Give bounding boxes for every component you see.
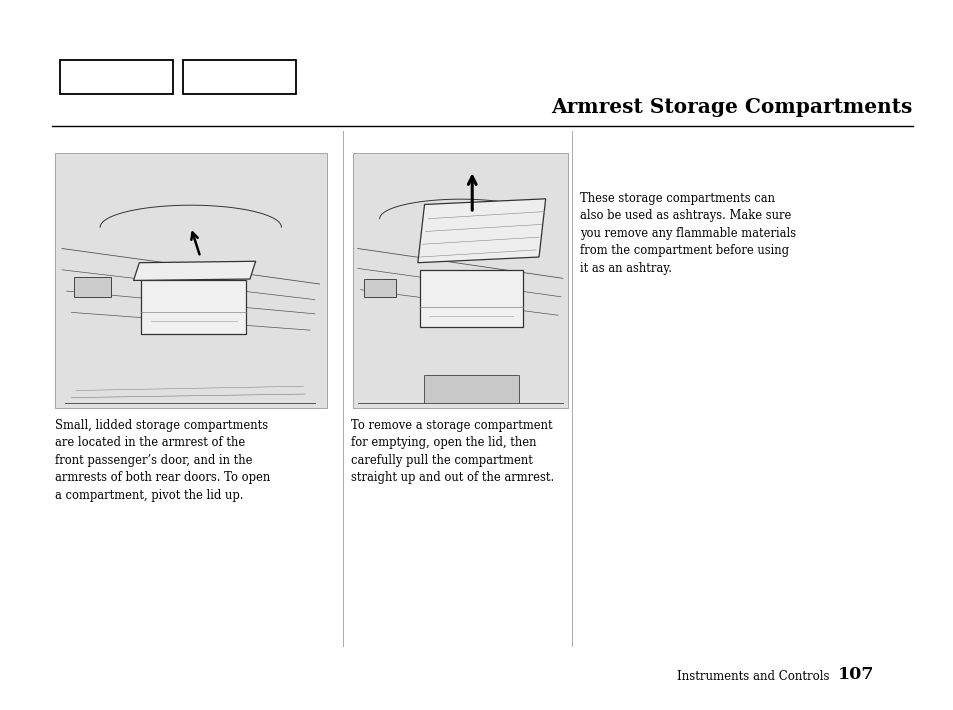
Text: 107: 107 <box>837 666 873 683</box>
Polygon shape <box>133 261 255 280</box>
Bar <box>55 153 327 408</box>
Text: Small, lidded storage compartments
are located in the armrest of the
front passe: Small, lidded storage compartments are l… <box>55 419 271 502</box>
Text: These storage compartments can
also be used as ashtrays. Make sure
you remove an: These storage compartments can also be u… <box>579 192 796 275</box>
Polygon shape <box>417 199 545 263</box>
Text: Instruments and Controls: Instruments and Controls <box>677 670 829 683</box>
Text: To remove a storage compartment
for emptying, open the lid, then
carefully pull : To remove a storage compartment for empt… <box>351 419 554 484</box>
Bar <box>60 60 172 94</box>
Bar <box>183 60 295 94</box>
Bar <box>74 277 111 297</box>
Bar <box>423 375 518 403</box>
Bar <box>419 270 522 327</box>
Text: Armrest Storage Compartments: Armrest Storage Compartments <box>551 97 912 117</box>
Bar <box>364 279 395 297</box>
Bar <box>141 280 246 334</box>
Bar <box>353 153 567 408</box>
